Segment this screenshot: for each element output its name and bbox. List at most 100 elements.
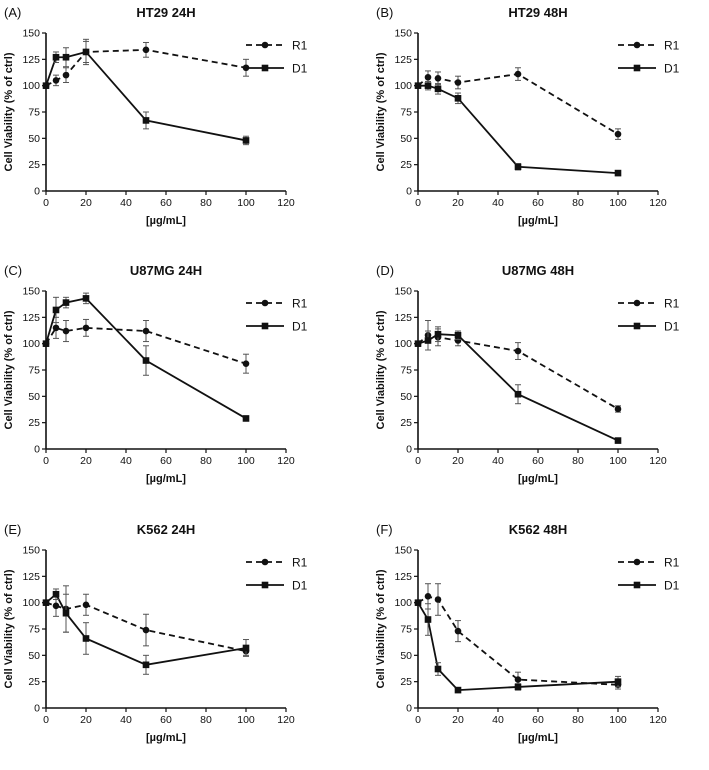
- x-tick-label: 0: [43, 714, 49, 726]
- y-tick-label: 150: [22, 545, 40, 557]
- data-point-D1: [514, 163, 522, 171]
- y-tick-label: 125: [22, 312, 40, 324]
- y-tick-label: 100: [22, 80, 40, 92]
- data-point-D1: [434, 85, 442, 93]
- y-tick-label: 50: [28, 650, 40, 662]
- x-tick-label: 20: [452, 197, 464, 209]
- x-tick-label: 40: [492, 714, 504, 726]
- x-tick-label: 100: [237, 197, 255, 209]
- data-point-R1: [62, 327, 70, 335]
- y-axis-label: Cell Viability (% of ctrl): [375, 569, 387, 688]
- legend-label: D1: [292, 579, 308, 593]
- x-tick-label: 80: [572, 197, 584, 209]
- legend-label: R1: [292, 297, 308, 311]
- x-tick-label: 60: [532, 455, 544, 467]
- legend-label: D1: [292, 320, 308, 334]
- legend-marker: [261, 558, 269, 566]
- y-tick-label: 100: [22, 597, 40, 609]
- y-tick-label: 100: [394, 338, 412, 350]
- data-point-D1: [42, 599, 50, 606]
- x-axis-label: [µg/mL]: [518, 215, 558, 227]
- data-point-R1: [434, 74, 442, 82]
- data-point-D1: [52, 590, 60, 598]
- data-point-R1: [434, 596, 442, 603]
- data-point-R1: [142, 327, 150, 335]
- legend-entry-D1: D1: [246, 62, 308, 76]
- data-point-R1: [424, 73, 432, 81]
- data-point-D1: [614, 169, 622, 177]
- legend-marker: [261, 581, 269, 589]
- legend-entry-D1: D1: [618, 62, 680, 76]
- x-tick-label: 80: [200, 455, 212, 467]
- x-tick-label: 60: [532, 714, 544, 726]
- legend-label: R1: [664, 556, 680, 570]
- y-tick-label: 50: [400, 391, 412, 403]
- series-line-D1: [418, 84, 619, 174]
- data-point-R1: [514, 70, 522, 78]
- data-point-R1: [142, 46, 150, 54]
- y-axis-label: Cell Viability (% of ctrl): [375, 310, 387, 429]
- data-point-R1: [142, 626, 150, 634]
- chart-title: U87MG 24H: [130, 263, 202, 278]
- y-tick-label: 100: [394, 597, 412, 609]
- x-tick-label: 80: [200, 197, 212, 209]
- legend-entry-R1: R1: [618, 556, 680, 570]
- x-tick-label: 20: [80, 197, 92, 209]
- y-tick-label: 50: [400, 650, 412, 662]
- x-tick-label: 60: [160, 455, 172, 467]
- x-tick-label: 120: [277, 714, 295, 726]
- x-tick-label: 120: [649, 197, 667, 209]
- series-line-R1: [417, 73, 619, 135]
- panel-4: (E) K562 24H 0 20 40 60 80 100 120 0 25 50 75 100 125 1…: [3, 522, 308, 744]
- data-point-D1: [82, 48, 90, 56]
- legend-marker: [633, 64, 641, 72]
- series-D1: [414, 599, 622, 694]
- series-line-D1: [45, 50, 247, 142]
- data-point-D1: [454, 686, 462, 694]
- x-tick-label: 120: [649, 714, 667, 726]
- series-line-R1: [417, 595, 619, 686]
- x-tick-label: 20: [80, 455, 92, 467]
- legend-entry-R1: R1: [246, 297, 308, 311]
- x-axis-label: [µg/mL]: [518, 732, 558, 744]
- data-point-D1: [514, 683, 522, 691]
- y-tick-label: 0: [34, 703, 40, 715]
- data-point-D1: [82, 635, 90, 642]
- series-line-R1: [45, 48, 247, 87]
- x-tick-label: 0: [415, 714, 421, 726]
- data-point-R1: [454, 627, 462, 635]
- legend-marker: [261, 322, 269, 330]
- y-tick-label: 75: [400, 624, 412, 636]
- y-tick-label: 75: [400, 365, 412, 377]
- y-tick-label: 25: [400, 676, 412, 688]
- data-point-D1: [62, 53, 70, 61]
- y-tick-label: 100: [394, 80, 412, 92]
- legend-label: D1: [664, 579, 680, 593]
- y-tick-label: 50: [400, 133, 412, 145]
- panel-label: (E): [4, 522, 21, 537]
- y-axis-label: Cell Viability (% of ctrl): [3, 52, 15, 171]
- x-axis-label: [µg/mL]: [518, 473, 558, 485]
- series-R1: [42, 585, 250, 656]
- y-tick-label: 25: [400, 159, 412, 171]
- legend-entry-D1: D1: [246, 320, 308, 334]
- data-point-D1: [242, 137, 250, 144]
- data-point-D1: [414, 82, 422, 89]
- x-tick-label: 60: [160, 714, 172, 726]
- panel-2: (C) U87MG 24H 0 20 40 60 80 100 120 0 25 50 75 100 125…: [3, 263, 308, 485]
- data-point-D1: [42, 82, 50, 89]
- x-axis-label: [µg/mL]: [146, 473, 186, 485]
- legend-marker: [261, 64, 269, 72]
- x-tick-label: 60: [532, 197, 544, 209]
- data-point-D1: [424, 337, 432, 344]
- series-R1: [42, 38, 250, 89]
- y-tick-label: 75: [28, 624, 40, 636]
- data-point-D1: [454, 331, 462, 339]
- x-axis-label: [µg/mL]: [146, 215, 186, 227]
- chart-title: K562 24H: [137, 522, 196, 537]
- panel-0: (A) HT29 24H 0 20 40 60 80 100 120 0 25 50 75 100 125 1…: [3, 5, 308, 227]
- y-tick-label: 150: [394, 28, 412, 40]
- y-axis-label: Cell Viability (% of ctrl): [3, 569, 15, 688]
- legend-label: D1: [292, 62, 308, 76]
- y-tick-label: 25: [400, 417, 412, 429]
